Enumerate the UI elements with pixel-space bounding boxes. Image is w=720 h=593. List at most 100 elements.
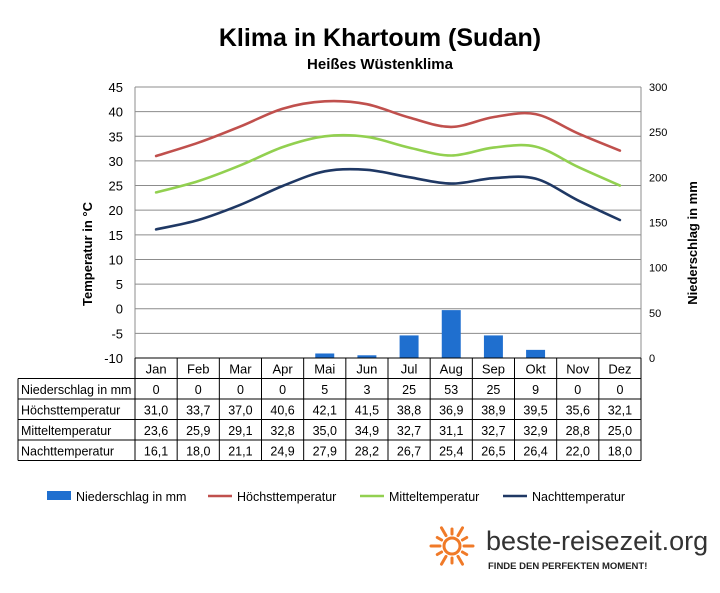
x-category-label: Aug xyxy=(440,361,463,376)
temperature-lines xyxy=(154,99,622,231)
x-category-label: Nov xyxy=(566,361,590,376)
y-right-tick-label: 50 xyxy=(649,308,661,320)
sun-ray xyxy=(456,554,464,566)
y-left-tick-label: 25 xyxy=(109,179,123,194)
y-right-tick-label: 100 xyxy=(649,263,667,275)
precipitation-bars xyxy=(315,310,546,358)
legend: Niederschlag in mm Höchsttemperatur Mittel… xyxy=(47,490,625,504)
x-category-label: Feb xyxy=(187,361,209,376)
table-cell: 40,6 xyxy=(270,403,294,417)
axes: 454035302520151050-5-1030025020015010050… xyxy=(104,80,667,366)
sun-ray xyxy=(440,526,448,538)
x-category-label: Mai xyxy=(314,361,335,376)
y-left-tick-label: 30 xyxy=(109,154,123,169)
brand-tagline: FINDE DEN PERFEKTEN MOMENT! xyxy=(488,561,647,572)
y-left-tick-label: 0 xyxy=(116,302,123,317)
y-right-tick-label: 250 xyxy=(649,127,667,139)
table-cell: 0 xyxy=(574,383,581,397)
table-cell: 33,7 xyxy=(186,403,210,417)
legend-entry: Nachttemperatur xyxy=(532,490,625,504)
legend-entry: Höchsttemperatur xyxy=(237,490,336,504)
table-cell: 35,6 xyxy=(566,403,590,417)
table-cell: 18,0 xyxy=(608,444,632,458)
table-cell: 28,8 xyxy=(566,424,590,438)
mean-temp-line xyxy=(154,133,622,194)
table-cell: 5 xyxy=(321,383,328,397)
x-category-label: Okt xyxy=(525,361,546,376)
table-cell: 23,6 xyxy=(144,424,168,438)
precipitation-bar-mai xyxy=(315,353,335,358)
table-cell: 38,8 xyxy=(397,403,421,417)
table-cell: 37,0 xyxy=(228,403,252,417)
legend-swatch xyxy=(47,491,71,500)
y-axis-right-label: Niederschlag in mm xyxy=(685,181,700,305)
y-right-tick-label: 200 xyxy=(649,172,667,184)
x-category-label: Apr xyxy=(272,361,293,376)
sun-icon xyxy=(429,526,475,566)
table-cell: 27,9 xyxy=(313,444,337,458)
y-left-tick-label: 45 xyxy=(109,80,123,95)
y-left-tick-label: 40 xyxy=(109,105,123,120)
table-cell: 31,0 xyxy=(144,403,168,417)
sun-ray xyxy=(460,550,469,556)
chart-title: Klima in Khartoum (Sudan) xyxy=(219,24,541,52)
table-cell: 0 xyxy=(195,383,202,397)
precipitation-bar-jun xyxy=(357,355,377,358)
table-cell: 25,0 xyxy=(608,424,632,438)
high-temp-line xyxy=(154,99,622,158)
table-cell: 34,9 xyxy=(355,424,379,438)
brand-logo: beste-reisezeit.org FINDE DEN PERFEKTEN … xyxy=(429,526,708,572)
x-category-label: Dez xyxy=(608,361,631,376)
x-category-label: Jan xyxy=(146,361,167,376)
table-cell: 0 xyxy=(237,383,244,397)
x-category-label: Sep xyxy=(482,361,505,376)
table-row-header: Nachttemperatur xyxy=(21,444,114,458)
data-table: Jan Feb Mar Apr Mai Jun Jul Aug Sep Okt Nov Dez Nied… xyxy=(17,357,642,461)
precipitation-bar-jul xyxy=(399,335,419,358)
y-left-tick-label: -5 xyxy=(111,326,123,341)
night-temp-line xyxy=(154,167,622,231)
table-cell: 35,0 xyxy=(313,424,337,438)
y-left-tick-label: 10 xyxy=(109,252,123,267)
sun-ray xyxy=(435,550,444,556)
table-cell: 25 xyxy=(486,383,500,397)
y-left-tick-label: -10 xyxy=(104,351,123,366)
sun-ray xyxy=(460,536,469,542)
y-left-tick-label: 15 xyxy=(109,228,123,243)
table-cell: 38,9 xyxy=(481,403,505,417)
precipitation-bar-okt xyxy=(526,349,546,358)
x-category-label: Mar xyxy=(229,361,252,376)
table-cell: 3 xyxy=(363,383,370,397)
y-left-tick-label: 35 xyxy=(109,129,123,144)
table-cell: 21,1 xyxy=(228,444,252,458)
y-right-tick-label: 150 xyxy=(649,218,667,230)
table-cell: 25,4 xyxy=(439,444,463,458)
table-row-header: Mitteltemperatur xyxy=(21,424,111,438)
legend-entry: Niederschlag in mm xyxy=(76,490,186,504)
table-cell: 18,0 xyxy=(186,444,210,458)
y-axis-left-label: Temperatur in °C xyxy=(80,201,95,306)
table-cell: 31,1 xyxy=(439,424,463,438)
table-cell: 0 xyxy=(279,383,286,397)
precipitation-bar-aug xyxy=(441,310,461,358)
y-left-tick-label: 20 xyxy=(109,203,123,218)
table-cell: 28,2 xyxy=(355,444,379,458)
table-cell: 41,5 xyxy=(355,403,379,417)
brand-name: beste-reisezeit.org xyxy=(486,526,708,556)
table-cell: 24,9 xyxy=(270,444,294,458)
y-right-tick-label: 0 xyxy=(649,353,655,365)
table-cell: 32,1 xyxy=(608,403,632,417)
sun-ray xyxy=(440,554,448,566)
table-cell: 25,9 xyxy=(186,424,210,438)
table-cell: 36,9 xyxy=(439,403,463,417)
table-cell: 32,9 xyxy=(523,424,547,438)
sun-core xyxy=(442,536,462,556)
table-row-header: Höchsttemperatur xyxy=(21,403,120,417)
table-cell: 26,5 xyxy=(481,444,505,458)
x-category-label: Jul xyxy=(401,361,418,376)
table-cell: 16,1 xyxy=(144,444,168,458)
table-cell: 0 xyxy=(153,383,160,397)
table-cell: 32,7 xyxy=(397,424,421,438)
table-cell: 26,4 xyxy=(523,444,547,458)
legend-entry: Mitteltemperatur xyxy=(389,490,479,504)
